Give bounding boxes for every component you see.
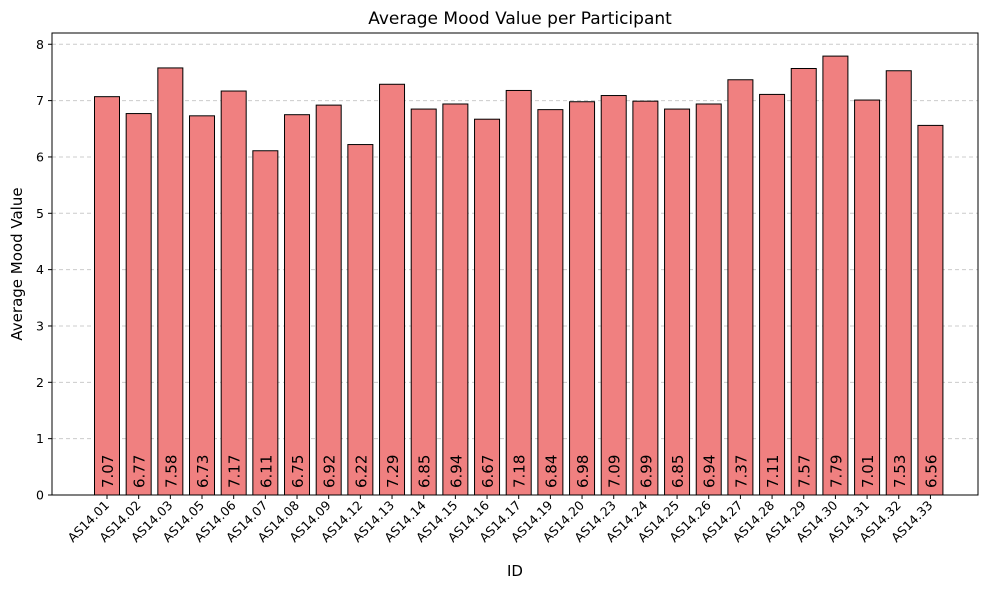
data-label: 6.99 [637, 455, 655, 488]
y-tick-label: 8 [36, 37, 44, 52]
plot-frame [51, 32, 979, 496]
data-label: 7.18 [511, 455, 529, 488]
data-label: 6.77 [131, 455, 149, 488]
y-axis-label: Average Mood Value [8, 187, 26, 340]
data-label: 7.17 [226, 455, 244, 488]
data-label: 7.29 [384, 455, 402, 488]
data-label: 7.53 [891, 455, 909, 488]
data-label: 6.85 [669, 455, 687, 488]
bar [157, 67, 184, 496]
bar [379, 83, 406, 496]
bar [410, 108, 437, 496]
bar [917, 124, 944, 496]
data-label: 6.98 [574, 455, 592, 488]
bar [505, 89, 532, 496]
bar [885, 70, 912, 496]
bar [632, 100, 659, 496]
data-label: 6.75 [289, 455, 307, 488]
bar [695, 103, 722, 496]
bar [189, 115, 216, 496]
bar [347, 144, 374, 496]
bar [759, 93, 786, 496]
y-tick-label: 4 [36, 262, 44, 277]
x-axis-label: ID [507, 562, 523, 580]
data-label: 6.11 [257, 455, 275, 488]
data-label: 7.11 [764, 455, 782, 488]
data-label: 7.09 [606, 455, 624, 488]
bar [569, 101, 596, 496]
data-label: 7.01 [859, 455, 877, 488]
bar [854, 99, 881, 496]
data-label: 6.84 [542, 455, 560, 488]
bars [94, 55, 944, 496]
bar [664, 108, 691, 496]
data-label: 6.73 [194, 455, 212, 488]
data-label: 6.56 [922, 455, 940, 488]
data-labels: 7.07 6.77 7.58 6.73 7.17 6.11 6.75 6.92 6.22 7.29… [99, 455, 940, 488]
bar [315, 104, 342, 496]
y-tick-label: 0 [36, 488, 44, 503]
data-label: 7.07 [99, 455, 117, 488]
bar [442, 103, 469, 496]
bar [125, 113, 152, 496]
y-tick-label: 2 [36, 375, 44, 390]
data-label: 6.22 [352, 455, 370, 488]
y-tick-label: 3 [36, 318, 44, 333]
y-tick-label: 7 [36, 93, 44, 108]
bar [727, 79, 754, 496]
y-tick-label: 6 [36, 149, 44, 164]
bar [474, 118, 501, 496]
bar [252, 150, 279, 496]
data-label: 7.57 [796, 455, 814, 488]
bar [94, 96, 120, 496]
data-label: 6.92 [321, 455, 339, 488]
data-label: 7.58 [162, 455, 180, 488]
bar [537, 109, 564, 496]
data-label: 7.79 [827, 455, 845, 488]
y-tick-label: 5 [36, 206, 44, 221]
y-axis: 0 1 2 3 4 5 6 7 8 [36, 37, 52, 503]
data-label: 6.94 [447, 455, 465, 488]
data-label: 7.37 [732, 455, 750, 488]
bar [284, 114, 311, 496]
bar [822, 55, 849, 496]
y-tick-label: 1 [36, 431, 44, 446]
bar [790, 67, 817, 496]
bar [220, 90, 247, 496]
x-axis: AS14.01AS14.02AS14.03AS14.05AS14.06AS14.… [65, 495, 936, 545]
data-label: 6.85 [416, 455, 434, 488]
chart-title: Average Mood Value per Participant [368, 9, 672, 29]
data-label: 6.94 [701, 455, 719, 488]
data-label: 6.67 [479, 455, 497, 488]
bar [600, 95, 627, 496]
